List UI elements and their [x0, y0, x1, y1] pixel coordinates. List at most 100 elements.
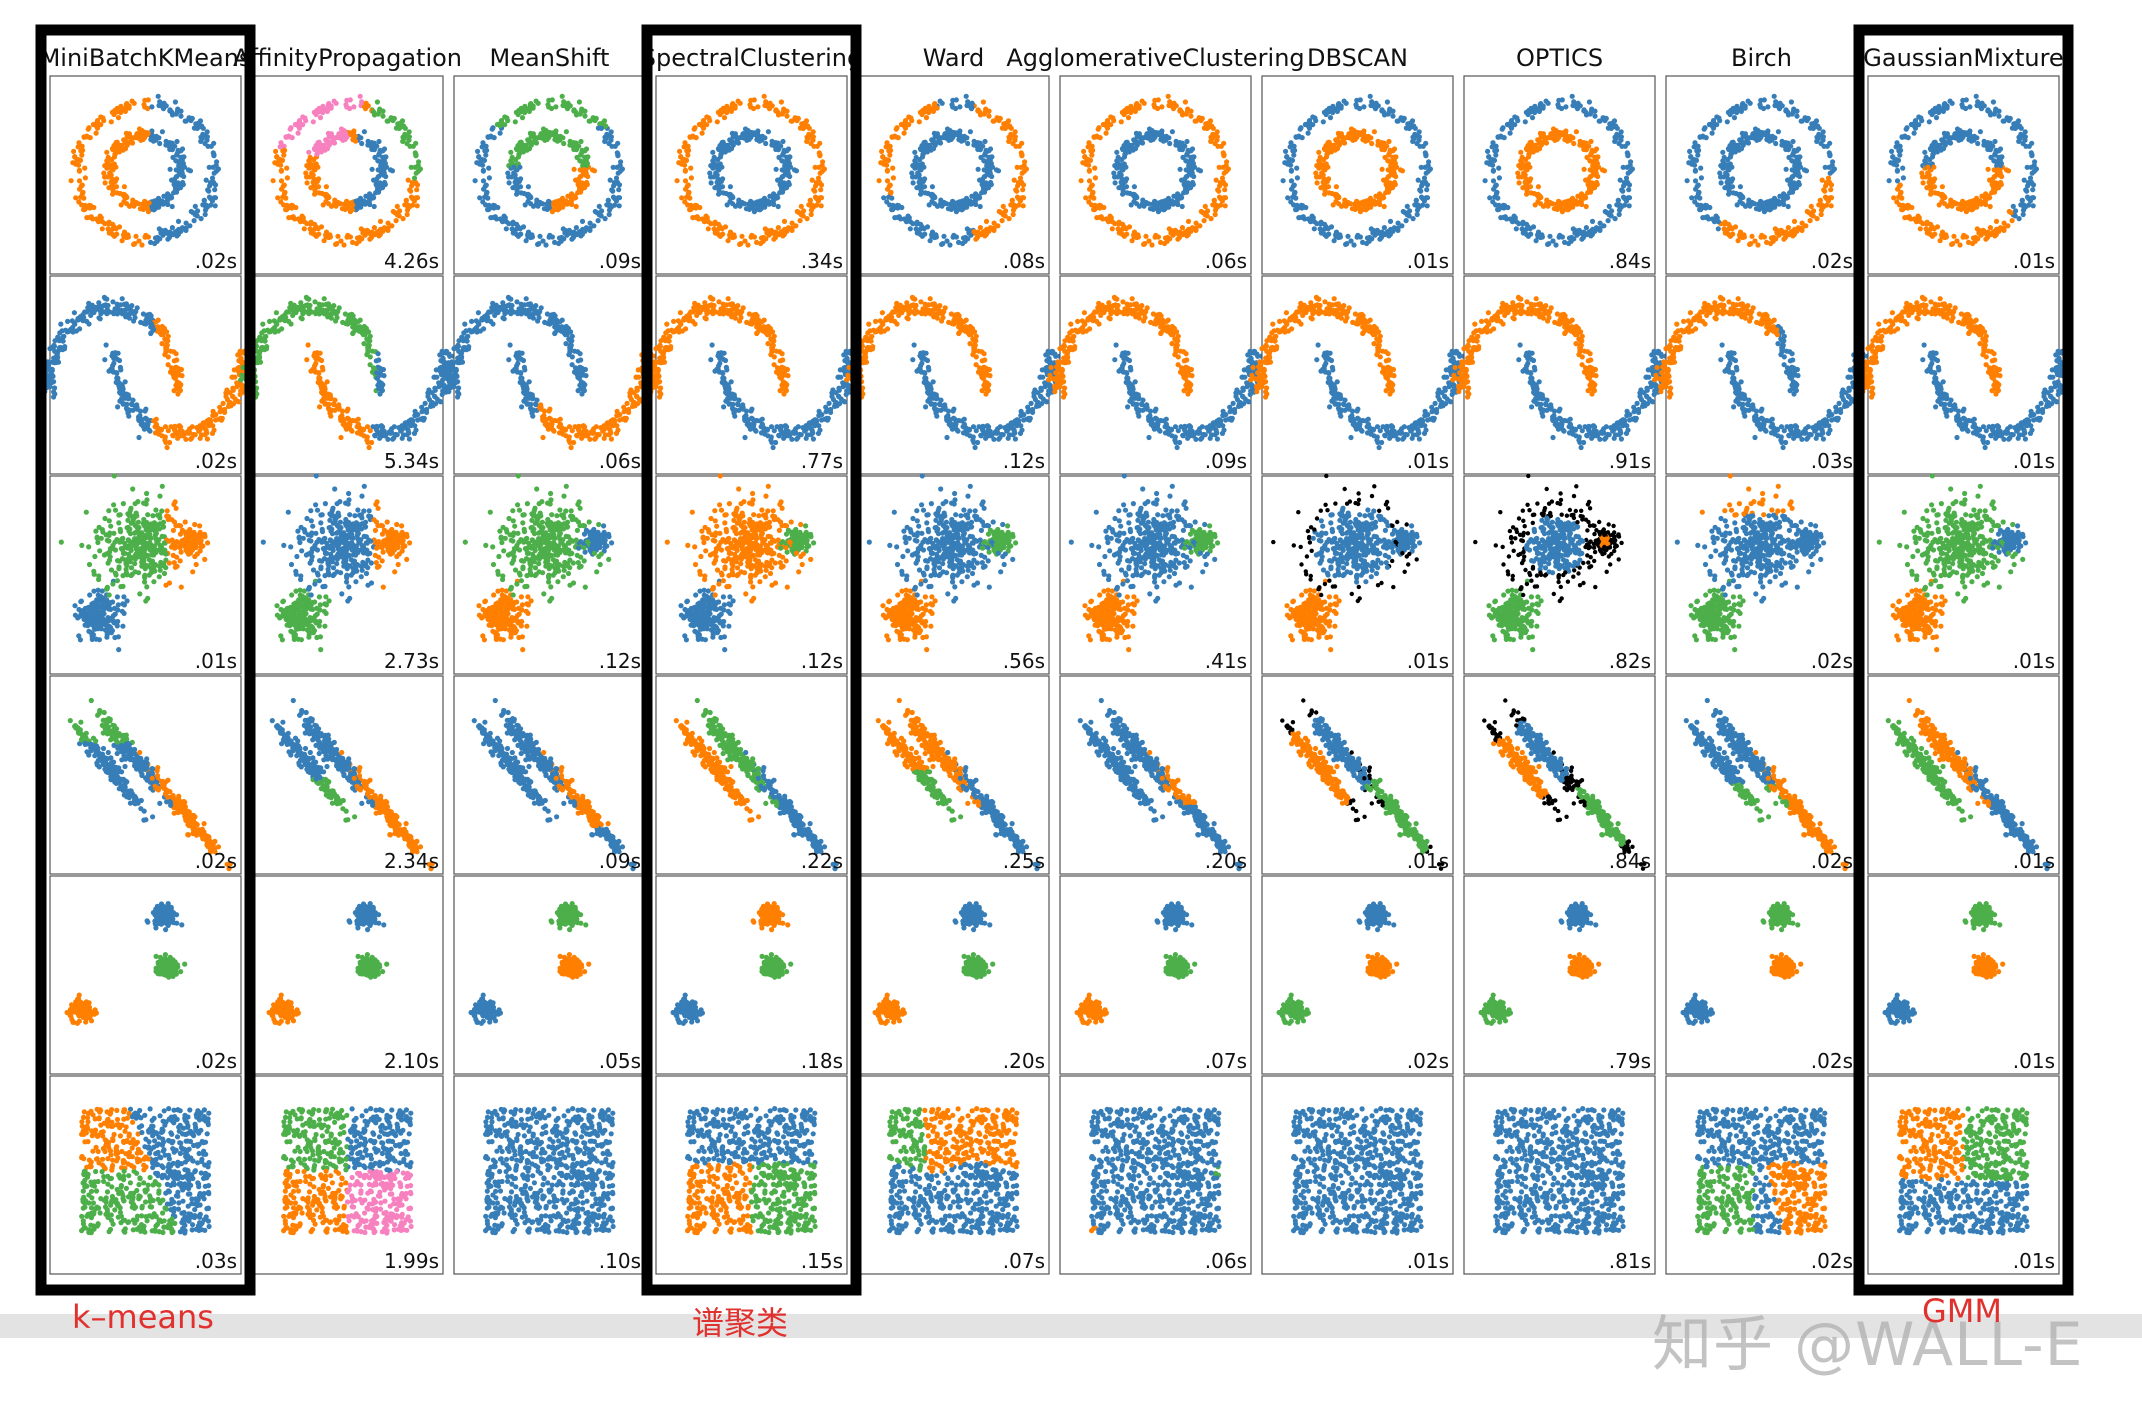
data-point — [1417, 129, 1422, 134]
method-title: DBSCAN — [1307, 44, 1408, 72]
data-point — [1492, 195, 1497, 200]
data-point — [1353, 102, 1358, 107]
data-point — [966, 230, 971, 235]
data-point — [584, 146, 589, 151]
data-point — [371, 178, 376, 183]
data-point — [959, 139, 964, 144]
data-point — [311, 119, 316, 124]
data-point — [174, 139, 179, 144]
data-point — [1424, 195, 1429, 200]
data-point — [878, 160, 883, 165]
data-point — [1422, 176, 1427, 181]
data-point — [1754, 206, 1759, 211]
data-point — [504, 226, 509, 231]
data-point — [806, 202, 811, 207]
data-point — [484, 183, 489, 188]
data-point — [358, 135, 363, 140]
data-point — [1124, 226, 1129, 231]
data-point — [981, 99, 986, 104]
data-point — [138, 206, 143, 211]
data-point — [890, 207, 895, 212]
data-point — [1166, 135, 1171, 140]
data-point — [1388, 229, 1393, 234]
data-point — [922, 226, 927, 231]
data-point — [1331, 202, 1336, 207]
data-point — [939, 242, 944, 247]
data-point — [343, 102, 348, 107]
data-point — [1380, 194, 1385, 199]
data-point — [484, 148, 489, 153]
data-point — [949, 132, 954, 137]
data-point — [1124, 176, 1129, 181]
data-point — [599, 213, 604, 218]
data-point — [1094, 134, 1099, 139]
data-point — [1819, 212, 1824, 217]
data-point — [1564, 133, 1569, 138]
data-point — [1363, 139, 1368, 144]
data-point — [1688, 154, 1693, 159]
data-point — [1205, 126, 1210, 131]
data-point — [84, 215, 89, 220]
data-point — [273, 149, 278, 154]
data-point — [1757, 132, 1762, 137]
data-point — [1119, 119, 1124, 124]
data-point — [1740, 102, 1745, 107]
data-point — [1007, 123, 1012, 128]
data-point — [692, 125, 697, 130]
data-point — [412, 176, 417, 181]
data-point — [1086, 163, 1091, 168]
data-point — [414, 171, 419, 176]
data-point — [1128, 105, 1133, 110]
data-point — [1550, 136, 1555, 141]
data-point — [1202, 218, 1207, 223]
method-title: MeanShift — [490, 44, 610, 72]
data-point — [1765, 104, 1770, 109]
data-point — [706, 226, 711, 231]
data-point — [1579, 237, 1584, 242]
data-point — [1689, 195, 1694, 200]
data-point — [536, 200, 541, 205]
data-point — [1406, 121, 1411, 126]
data-point — [377, 150, 382, 155]
data-point — [997, 209, 1002, 214]
data-point — [212, 195, 217, 200]
data-point — [1283, 149, 1288, 154]
data-point — [1716, 226, 1721, 231]
data-point — [682, 163, 687, 168]
data-point — [602, 139, 607, 144]
data-point — [1322, 232, 1327, 237]
data-point — [1180, 225, 1185, 230]
data-point — [1524, 232, 1529, 237]
data-point — [1081, 149, 1086, 154]
data-point — [90, 216, 95, 221]
data-point — [611, 165, 616, 170]
data-point — [1336, 201, 1341, 206]
data-point — [1368, 94, 1373, 99]
data-point — [724, 143, 729, 148]
runtime-label: .01s — [1407, 249, 1449, 273]
data-point — [755, 104, 760, 109]
data-point — [1013, 187, 1018, 192]
data-point — [1111, 118, 1116, 123]
data-point — [528, 131, 533, 136]
data-point — [811, 187, 816, 192]
data-point — [1407, 208, 1412, 213]
data-point — [1179, 109, 1184, 114]
data-point — [353, 139, 358, 144]
data-point — [1385, 99, 1390, 104]
data-point — [1174, 229, 1179, 234]
data-point — [572, 194, 577, 199]
data-point — [513, 119, 518, 124]
data-point — [1319, 165, 1324, 170]
data-point — [397, 126, 402, 131]
data-point — [713, 165, 718, 170]
data-point — [1828, 195, 1833, 200]
data-point — [320, 191, 325, 196]
data-point — [566, 101, 571, 106]
data-point — [1619, 144, 1624, 149]
data-point — [1428, 166, 1433, 171]
runtime-label: .06s — [1205, 249, 1247, 273]
data-point — [1180, 204, 1185, 209]
method-title: AffinityPropagation — [233, 44, 462, 72]
data-point — [1726, 182, 1731, 187]
